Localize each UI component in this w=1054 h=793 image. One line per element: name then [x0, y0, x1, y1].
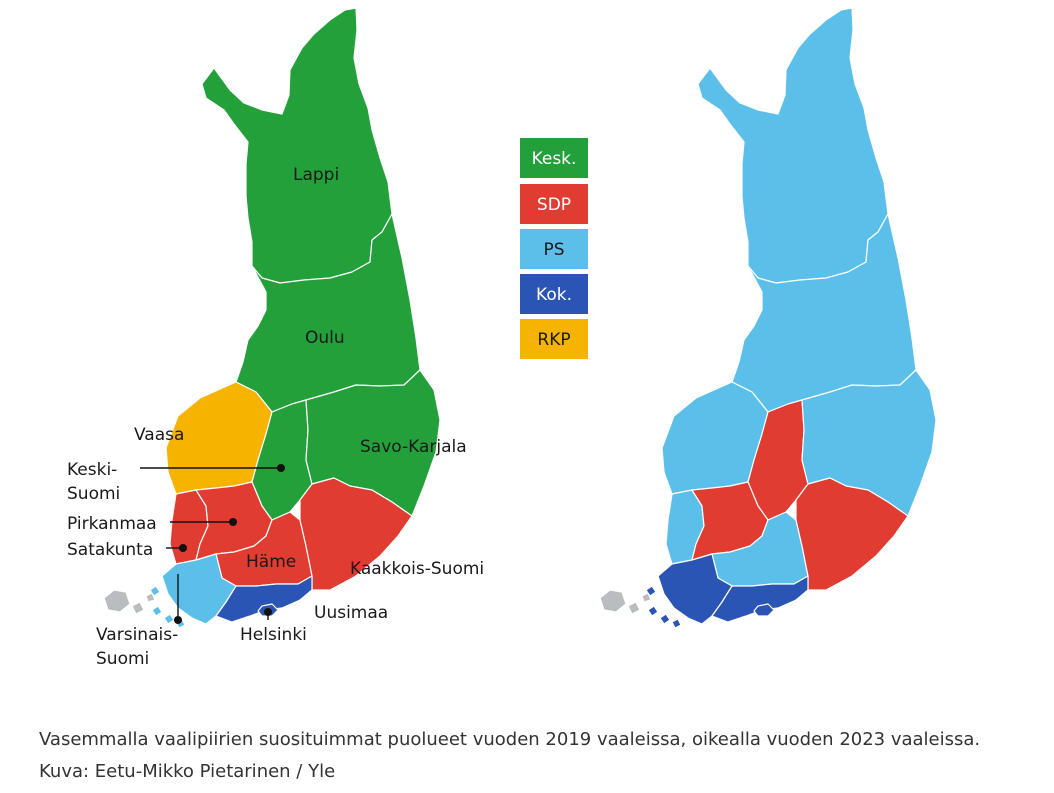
label-oulu: Oulu: [305, 328, 345, 348]
legend-label-kesk: Kesk.: [532, 149, 577, 169]
legend-swatch-sdp: [520, 184, 588, 224]
region-aland-2023: [599, 589, 652, 615]
label-kaakkois-suomi: Kaakkois-Suomi: [350, 559, 484, 579]
label-helsinki: Helsinki: [240, 625, 307, 645]
region-varsinais-suomi-2023: [645, 585, 682, 629]
label-leaders: [140, 464, 285, 624]
legend-swatch-kok: [520, 274, 588, 314]
map-2023: [599, 7, 937, 629]
label-hame: Häme: [246, 552, 296, 572]
legend-label-sdp: SDP: [537, 195, 571, 215]
label-varsinais-suomi-line1: Varsinais-: [96, 625, 178, 645]
label-savo-karjala: Savo-Karjala: [360, 437, 467, 457]
map-2019: [103, 7, 441, 629]
region-lappi-2019: [201, 7, 393, 284]
label-keski-suomi-line1: Keski-: [67, 460, 117, 480]
region-labels: Lappi Oulu Vaasa Savo-Karjala Keski- Suo…: [67, 165, 484, 669]
legend-swatch-rkp: [520, 319, 588, 359]
label-keski-suomi-line2: Suomi: [67, 484, 120, 504]
label-vaasa: Vaasa: [134, 425, 184, 445]
region-varsinais-suomi-2019: [149, 585, 186, 629]
label-lappi: Lappi: [293, 165, 339, 185]
legend-label-ps: PS: [543, 240, 564, 260]
region-aland-2019: [103, 589, 156, 615]
legend-item-ps: PS: [520, 229, 588, 269]
region-kaakkois-suomi-2023: [795, 477, 909, 591]
legend-swatch-ps: [520, 229, 588, 269]
region-uusimaa-2023: [711, 575, 809, 623]
party-legend: Kesk. SDP PS Kok. RKP: [520, 138, 588, 359]
label-satakunta: Satakunta: [67, 540, 153, 560]
legend-item-kok: Kok.: [520, 274, 588, 314]
legend-label-kok: Kok.: [536, 285, 572, 305]
region-helsinki-2023: [753, 603, 775, 617]
label-uusimaa: Uusimaa: [314, 603, 388, 623]
label-varsinais-suomi-line2: Suomi: [96, 649, 149, 669]
figure-caption: Vasemmalla vaalipiirien suosituimmat puo…: [39, 729, 981, 782]
legend-item-rkp: RKP: [520, 319, 588, 359]
legend-swatch-kesk: [520, 138, 588, 178]
election-maps-figure: Kesk. SDP PS Kok. RKP Lappi: [67, 7, 937, 669]
label-pirkanmaa: Pirkanmaa: [67, 514, 157, 534]
legend-item-kesk: Kesk.: [520, 138, 588, 178]
region-lappi-2023: [697, 7, 889, 284]
legend-item-sdp: SDP: [520, 184, 588, 224]
legend-label-rkp: RKP: [537, 330, 570, 350]
region-uusimaa-2019: [215, 575, 313, 623]
region-kaakkois-suomi-2019: [299, 477, 413, 591]
